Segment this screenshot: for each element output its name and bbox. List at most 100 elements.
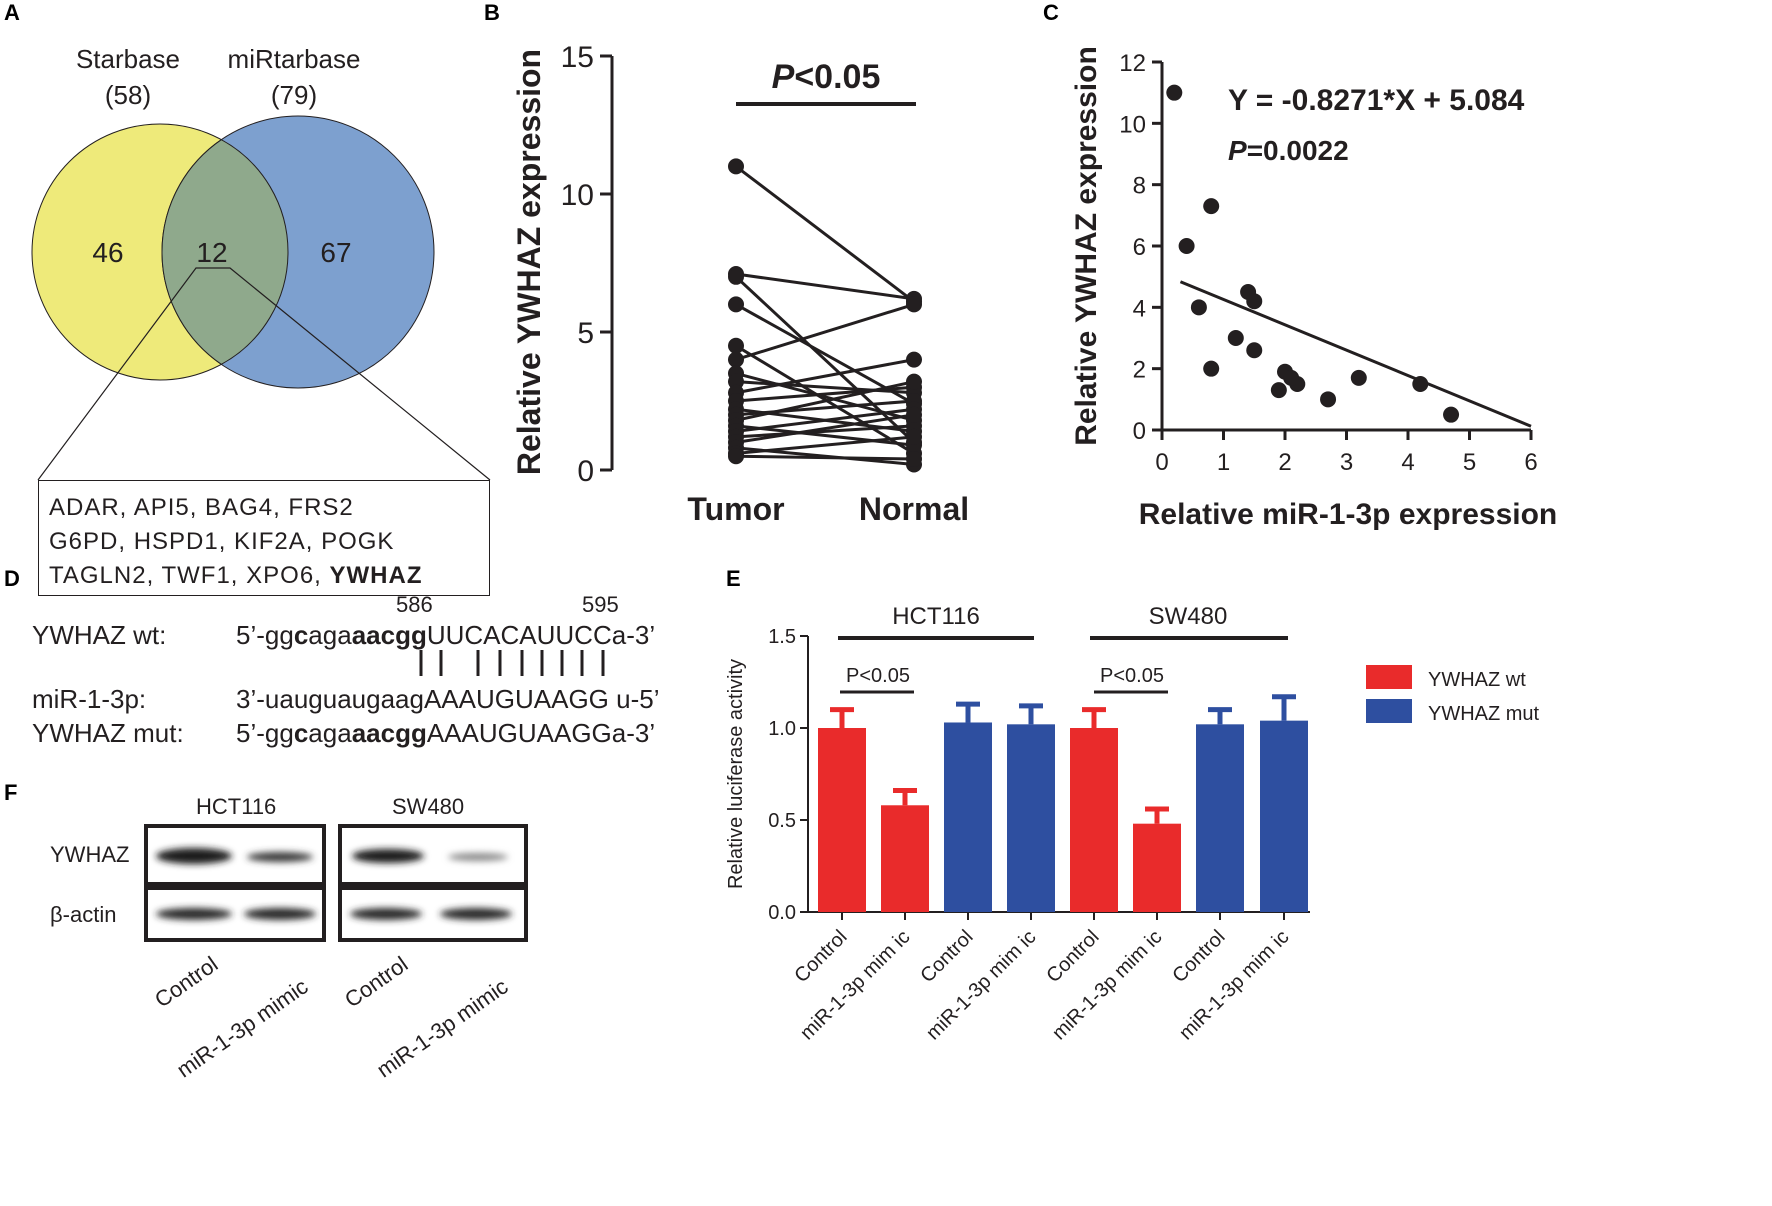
venn-only-left-count: 46 (92, 237, 123, 268)
chart-b-pair-line (735, 407, 915, 433)
chart-c-xtick-label: 1 (1217, 449, 1230, 476)
chart-b-pair-line (735, 413, 915, 444)
chart-c-xtick-label: 2 (1278, 449, 1291, 476)
chart-e-bar (1007, 724, 1055, 912)
chart-b-normal-point (906, 428, 922, 445)
gene-ywhaz-bold: YWHAZ (329, 562, 423, 589)
chart-c-point (1178, 238, 1195, 254)
band-sw480-mimic-actin (440, 908, 512, 920)
chart-b-ytick-label: 10 (561, 179, 594, 212)
chart-b-xtick-normal: Normal (859, 491, 969, 527)
band-hct116-control-actin (156, 908, 232, 920)
chart-b-pair-line (735, 424, 915, 439)
blot-cellline-hct116: HCT116 (196, 794, 277, 819)
band-hct116-mimic-ywhaz (247, 852, 313, 862)
chart-b-pair-line (735, 435, 915, 455)
chart-b-pair-line (735, 302, 915, 362)
legend-swatch-wt (1366, 665, 1412, 689)
gene-list-line-1: ADAR, API5, BAG4, FRS2 (49, 494, 354, 521)
venn-left-name: Starbase (76, 44, 180, 74)
blot-cellline-sw480: SW480 (392, 794, 465, 819)
chart-e-bar (1260, 720, 1308, 912)
chart-c-ytick-label: 0 (1133, 418, 1146, 445)
pairing-ticks (419, 650, 605, 676)
chart-c-xtick-label: 0 (1155, 449, 1168, 476)
chart-e-comparison-2: P<0.05 (1100, 665, 1164, 687)
chart-c-ylabel: Relative YWHAZ expression (1070, 46, 1103, 446)
venn-left-count: (58) (105, 80, 151, 110)
venn-diagram: Starbase (58) miRtarbase (79) 46 12 67 (31, 44, 491, 481)
gene-list-line-2: G6PD, HSPD1, KIF2A, POGK (49, 528, 395, 555)
band-sw480-control-actin (350, 908, 422, 920)
chart-c-point (1227, 330, 1244, 346)
chart-c-point (1412, 376, 1429, 392)
overlap-gene-list: ADAR, API5, BAG4, FRS2 G6PD, HSPD1, KIF2… (38, 480, 490, 596)
chart-c-point (1203, 198, 1220, 215)
chart-e-xtick-label: miR-1-3p mim ic (1175, 926, 1293, 1044)
band-hct116-mimic-actin (244, 908, 316, 920)
band-hct116-control-ywhaz (156, 848, 232, 864)
chart-b-normal-point (906, 373, 922, 390)
blot-row-actin: β-actin (50, 902, 117, 927)
venn-overlap-count: 12 (196, 237, 227, 268)
chart-c-ytick-label: 2 (1133, 357, 1146, 384)
seq-mir-label: miR-1-3p: (32, 684, 147, 714)
seq-pos-start: 586 (396, 592, 433, 617)
chart-b-xtick-tumor: Tumor (687, 491, 784, 527)
chart-e-xtick-label: miR-1-3p mim ic (796, 926, 914, 1044)
chart-e-xtick-label: miR-1-3p mim ic (1048, 926, 1166, 1044)
chart-b-normal-point (906, 450, 922, 467)
legend-swatch-mut (1366, 699, 1412, 723)
panel-label-c: C (1043, 0, 1059, 25)
chart-e-xtick-label: Control (916, 926, 977, 987)
chart-b-tumor-point (728, 158, 744, 175)
chart-b-ytick-label: 0 (577, 455, 594, 488)
chart-c-pvalue: P=0.0022 (1228, 135, 1349, 166)
blot-row-ywhaz: YWHAZ (50, 842, 130, 867)
chart-c-point (1350, 369, 1367, 386)
chart-e-xtick-label: Control (790, 926, 851, 987)
chart-c-point (1246, 342, 1263, 359)
chart-c-point (1320, 391, 1337, 408)
panel-label-f: F (4, 780, 18, 805)
chart-b-tumor-point (728, 373, 744, 390)
chart-c-ytick-label: 6 (1133, 234, 1146, 261)
chart-b-pair-line (735, 165, 915, 303)
chart-c-xlabel: Relative miR-1-3p expression (1139, 498, 1558, 531)
chart-e-bar (881, 805, 929, 912)
chart-c-xtick-label: 3 (1340, 449, 1353, 476)
chart-b-annotation: P<0.05 (772, 58, 881, 96)
chart-e-xtick-label: Control (1042, 926, 1103, 987)
chart-b-tumor-point (728, 296, 744, 313)
chart-c-xtick-label: 4 (1401, 449, 1414, 476)
chart-b-normal-point (906, 296, 922, 313)
chart-c-xtick-label: 6 (1524, 449, 1537, 476)
chart-b-pair-line (735, 380, 915, 422)
band-sw480-mimic-ywhaz (448, 853, 508, 861)
chart-c-ytick-label: 4 (1133, 295, 1146, 322)
chart-b-normal-point (906, 406, 922, 423)
venn-overlap (161, 139, 289, 365)
chart-b-pair-line (735, 272, 915, 301)
chart-b-normal-point (906, 351, 922, 368)
chart-c-point (1166, 84, 1183, 101)
chart-c-ytick-label: 10 (1119, 111, 1146, 138)
chart-e-xtick-label: Control (1168, 926, 1229, 987)
legend-label-mut: YWHAZ mut (1428, 703, 1540, 725)
chart-b-ytick-label: 15 (561, 41, 594, 74)
chart-e-bar (818, 728, 866, 912)
panel-label-e: E (726, 566, 741, 591)
venn-right-name: miRtarbase (228, 44, 361, 74)
chart-e-group-hct116: HCT116 (892, 603, 980, 630)
chart-c-ytick-label: 8 (1133, 173, 1146, 200)
chart-b-ylabel: Relative YWHAZ expression (511, 49, 547, 475)
seq-wt: 5’-ggcagaaacggUUCACAUUCCa-3’ (236, 620, 656, 650)
chart-b-normal-point (906, 417, 922, 434)
chart-e-bar (1070, 728, 1118, 912)
panel-label-b: B (484, 0, 500, 25)
chart-c-point (1246, 293, 1263, 310)
seq-pos-end: 595 (582, 592, 619, 617)
